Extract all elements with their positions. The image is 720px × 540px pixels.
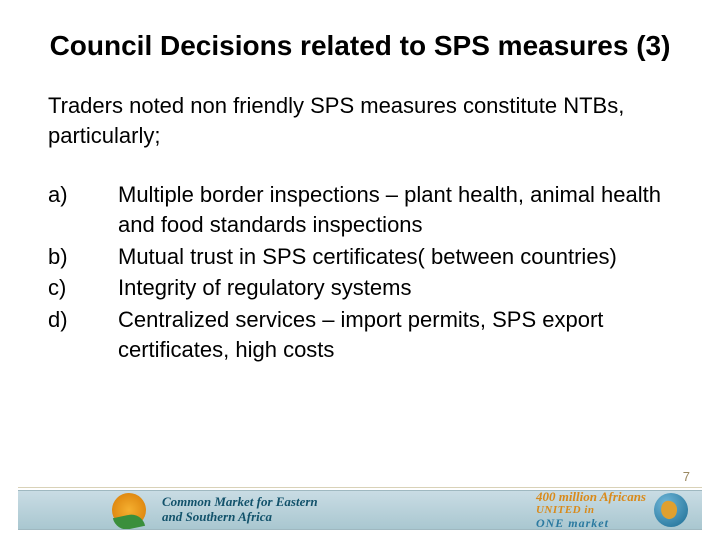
list-item-label: d): [48, 305, 118, 364]
list-item: b) Mutual trust in SPS certificates( bet…: [48, 242, 672, 272]
comesa-logo-icon: [108, 490, 150, 530]
footer-right-group: 400 million Africans UNITED in ONE marke…: [536, 490, 688, 530]
slide-title: Council Decisions related to SPS measure…: [48, 28, 672, 63]
slide: Council Decisions related to SPS measure…: [0, 0, 720, 540]
list-item: a) Multiple border inspections – plant h…: [48, 180, 672, 239]
footer-right-line2: UNITED in: [536, 504, 646, 516]
intro-paragraph: Traders noted non friendly SPS measures …: [48, 91, 672, 150]
list-item: d) Centralized services – import permits…: [48, 305, 672, 364]
footer-left-text: Common Market for Eastern and Southern A…: [162, 495, 318, 524]
footer-left-line1: Common Market for Eastern: [162, 495, 318, 510]
list-item: c) Integrity of regulatory systems: [48, 273, 672, 303]
page-number: 7: [683, 469, 690, 484]
list-item-text: Centralized services – import permits, S…: [118, 305, 672, 364]
ordered-list: a) Multiple border inspections – plant h…: [48, 180, 672, 364]
list-item-text: Mutual trust in SPS certificates( betwee…: [118, 242, 672, 272]
list-item-label: c): [48, 273, 118, 303]
list-item-label: a): [48, 180, 118, 239]
list-item-text: Multiple border inspections – plant heal…: [118, 180, 672, 239]
globe-icon: [654, 493, 688, 527]
footer-right-text: 400 million Africans UNITED in ONE marke…: [536, 490, 646, 530]
list-item-label: b): [48, 242, 118, 272]
list-item-text: Integrity of regulatory systems: [118, 273, 672, 303]
footer-bar: Common Market for Eastern and Southern A…: [18, 490, 702, 530]
footer-left-line2: and Southern Africa: [162, 510, 318, 525]
footer-right-line3: ONE market: [536, 517, 646, 530]
footer: Common Market for Eastern and Southern A…: [0, 486, 720, 540]
footer-right-line1: 400 million Africans: [536, 490, 646, 504]
